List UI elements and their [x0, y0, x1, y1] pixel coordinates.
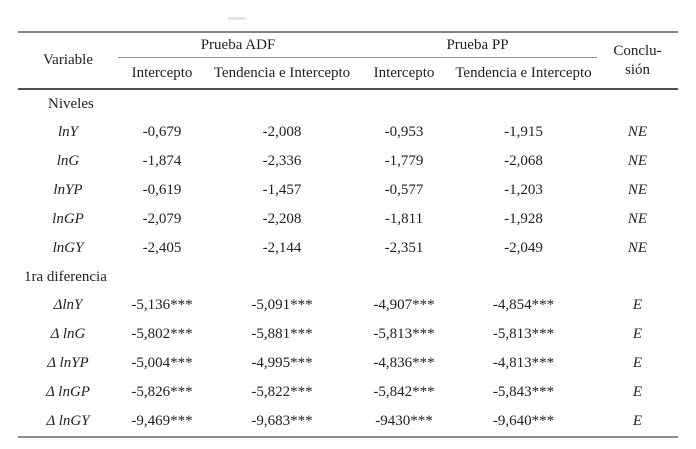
table-row: lnG -1,874 -2,336 -1,779 -2,068 NE — [18, 147, 678, 176]
group-header-row: Variable Prueba ADF Prueba PP Conclu- si… — [18, 32, 678, 90]
variable-cell: lnY — [57, 124, 78, 141]
table-row: lnGY -2,405 -2,144 -2,351 -2,049 NE — [18, 234, 678, 263]
variable-cell: Δ lnGP — [46, 384, 90, 401]
conclusion-cell: E — [632, 297, 643, 314]
section-label: 1ra diferencia — [24, 268, 107, 285]
pp-intercept-value: -2,351 — [384, 240, 424, 257]
adf-trend-value: -5,881*** — [251, 326, 313, 343]
adf-intercept-value: -5,802*** — [131, 326, 193, 343]
column-header-adf-trend-intercept: Tendencia e Intercepto — [206, 57, 358, 90]
pp-intercept-value: -4,907*** — [373, 297, 435, 314]
pp-trend-value: -5,813*** — [492, 326, 555, 343]
column-header-conclusion: Conclu- sión — [597, 32, 678, 90]
conclusion-cell: E — [632, 326, 643, 343]
variable-cell: Δ lnGY — [46, 413, 90, 430]
adf-intercept-value: -1,874 — [142, 153, 182, 170]
pp-intercept-value: -0,953 — [384, 124, 424, 141]
variable-cell: Δ lnYP — [47, 355, 89, 372]
adf-trend-value: -2,008 — [262, 124, 302, 141]
conclusion-cell: NE — [627, 124, 648, 141]
table-row: lnYP -0,619 -1,457 -0,577 -1,203 NE — [18, 176, 678, 205]
pp-intercept-value: -0,577 — [384, 182, 424, 199]
conclusion-cell: E — [632, 355, 643, 372]
column-header-variable: Variable — [18, 32, 118, 90]
pp-intercept-value: -1,811 — [384, 211, 424, 228]
pp-trend-value: -2,049 — [504, 240, 543, 257]
pp-intercept-value: -9430*** — [375, 413, 433, 430]
table-row: Δ lnYP -5,004*** -4,995*** -4,836*** -4,… — [18, 349, 678, 378]
section-header-niveles: Niveles — [18, 89, 678, 118]
table-row: lnGP -2,079 -2,208 -1,811 -1,928 NE — [18, 205, 678, 234]
pp-intercept-value: -1,779 — [384, 153, 424, 170]
table-row: ΔlnY -5,136*** -5,091*** -4,907*** -4,85… — [18, 291, 678, 320]
scan-artifact-mark — [228, 17, 245, 20]
unit-root-test-table: Variable Prueba ADF Prueba PP Conclu- si… — [18, 31, 678, 438]
column-header-pp-trend-intercept: Tendencia e Intercepto — [450, 57, 597, 90]
adf-trend-value: -2,336 — [262, 153, 302, 170]
variable-cell: Δ lnG — [50, 326, 86, 343]
adf-intercept-value: -5,136*** — [131, 297, 193, 314]
pp-intercept-value: -5,842*** — [373, 384, 435, 401]
variable-cell: lnYP — [53, 182, 83, 199]
pp-trend-value: -4,854*** — [492, 297, 555, 314]
conclusion-cell: NE — [627, 153, 648, 170]
variable-cell: lnGY — [52, 240, 84, 257]
adf-trend-value: -4,995*** — [251, 355, 313, 372]
pp-intercept-value: -4,836*** — [373, 355, 435, 372]
pp-intercept-value: -5,813*** — [373, 326, 435, 343]
variable-cell: lnG — [56, 153, 80, 170]
conclusion-header-line1: Conclu- — [613, 42, 662, 59]
adf-trend-value: -2,144 — [262, 240, 302, 257]
group-header-adf: Prueba ADF — [118, 32, 358, 58]
conclusion-cell: NE — [627, 182, 648, 199]
section-header-primera-diferencia: 1ra diferencia — [18, 263, 678, 291]
pp-trend-value: -2,068 — [504, 153, 543, 170]
adf-intercept-value: -0,619 — [142, 182, 182, 199]
conclusion-header-line2: sión — [624, 61, 650, 78]
column-header-pp-intercept: Intercepto — [358, 57, 450, 90]
column-header-adf-intercept: Intercepto — [118, 57, 206, 90]
adf-intercept-value: -5,004*** — [131, 355, 193, 372]
adf-intercept-value: -0,679 — [142, 124, 182, 141]
adf-intercept-value: -5,826*** — [131, 384, 193, 401]
adf-trend-value: -9,683*** — [251, 413, 313, 430]
pp-trend-value: -1,203 — [504, 182, 543, 199]
conclusion-cell: NE — [627, 240, 648, 257]
section-label: Niveles — [48, 95, 94, 112]
adf-intercept-value: -2,405 — [142, 240, 182, 257]
adf-trend-value: -5,091*** — [251, 297, 313, 314]
adf-trend-value: -1,457 — [262, 182, 302, 199]
pp-trend-value: -5,843*** — [492, 384, 555, 401]
conclusion-cell: NE — [627, 211, 648, 228]
pp-trend-value: -9,640*** — [492, 413, 555, 430]
adf-trend-value: -5,822*** — [251, 384, 313, 401]
variable-cell: lnGP — [52, 211, 84, 228]
table-row: Δ lnG -5,802*** -5,881*** -5,813*** -5,8… — [18, 320, 678, 349]
adf-intercept-value: -9,469*** — [131, 413, 193, 430]
sub-header-row: Intercepto Tendencia e Intercepto Interc… — [18, 57, 678, 90]
variable-cell: ΔlnY — [53, 297, 83, 314]
pp-trend-value: -1,915 — [504, 124, 543, 141]
adf-trend-value: -2,208 — [262, 211, 302, 228]
group-header-pp: Prueba PP — [358, 32, 597, 58]
pp-trend-value: -4,813*** — [492, 355, 555, 372]
table-row: Δ lnGY -9,469*** -9,683*** -9430*** -9,6… — [18, 407, 678, 437]
adf-intercept-value: -2,079 — [142, 211, 182, 228]
conclusion-cell: E — [632, 384, 643, 401]
pp-trend-value: -1,928 — [504, 211, 543, 228]
table-row: Δ lnGP -5,826*** -5,822*** -5,842*** -5,… — [18, 378, 678, 407]
conclusion-cell: E — [632, 413, 643, 430]
table-row: lnY -0,679 -2,008 -0,953 -1,915 NE — [18, 118, 678, 147]
